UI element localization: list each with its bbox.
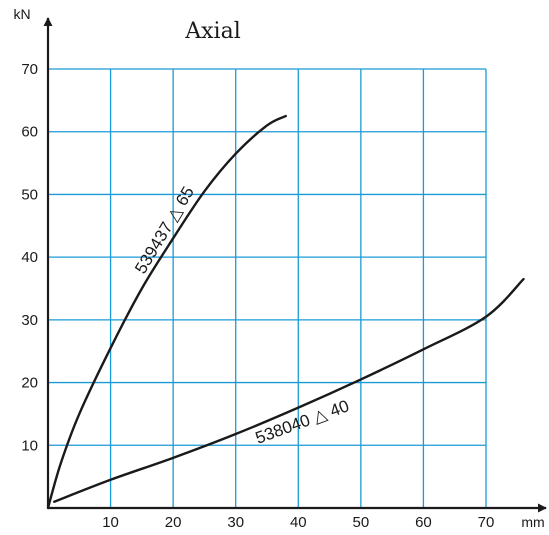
x-tick-label: 40: [290, 514, 307, 531]
series-label-539437: 539437 △ 65: [131, 183, 198, 277]
y-tick-label: 70: [21, 61, 38, 78]
x-tick-label: 10: [102, 514, 119, 531]
x-tick-label: 50: [353, 514, 370, 531]
y-tick-label: 50: [21, 186, 38, 203]
x-axis-label: mm: [521, 514, 544, 530]
x-tick-label: 30: [227, 514, 244, 531]
series-line-1: [53, 277, 525, 503]
y-axis-label: kN: [13, 6, 30, 22]
y-tick-label: 40: [21, 249, 38, 266]
x-tick-label: 70: [478, 514, 495, 531]
y-tick-label: 10: [21, 437, 38, 454]
chart-series: [46, 114, 525, 510]
tick-labels: 10 20 30 40 50 60 70 10 20 30 40 50 60 70: [21, 61, 494, 531]
x-tick-label: 20: [165, 514, 182, 531]
chart-title: Axial: [184, 19, 240, 44]
y-tick-label: 30: [21, 312, 38, 329]
chart-grid: [48, 68, 487, 508]
y-tick-label: 60: [21, 124, 38, 141]
chart-axes: [43, 17, 547, 513]
x-tick-label: 60: [415, 514, 432, 531]
y-tick-label: 20: [21, 375, 38, 392]
series-line-0: [46, 114, 287, 510]
